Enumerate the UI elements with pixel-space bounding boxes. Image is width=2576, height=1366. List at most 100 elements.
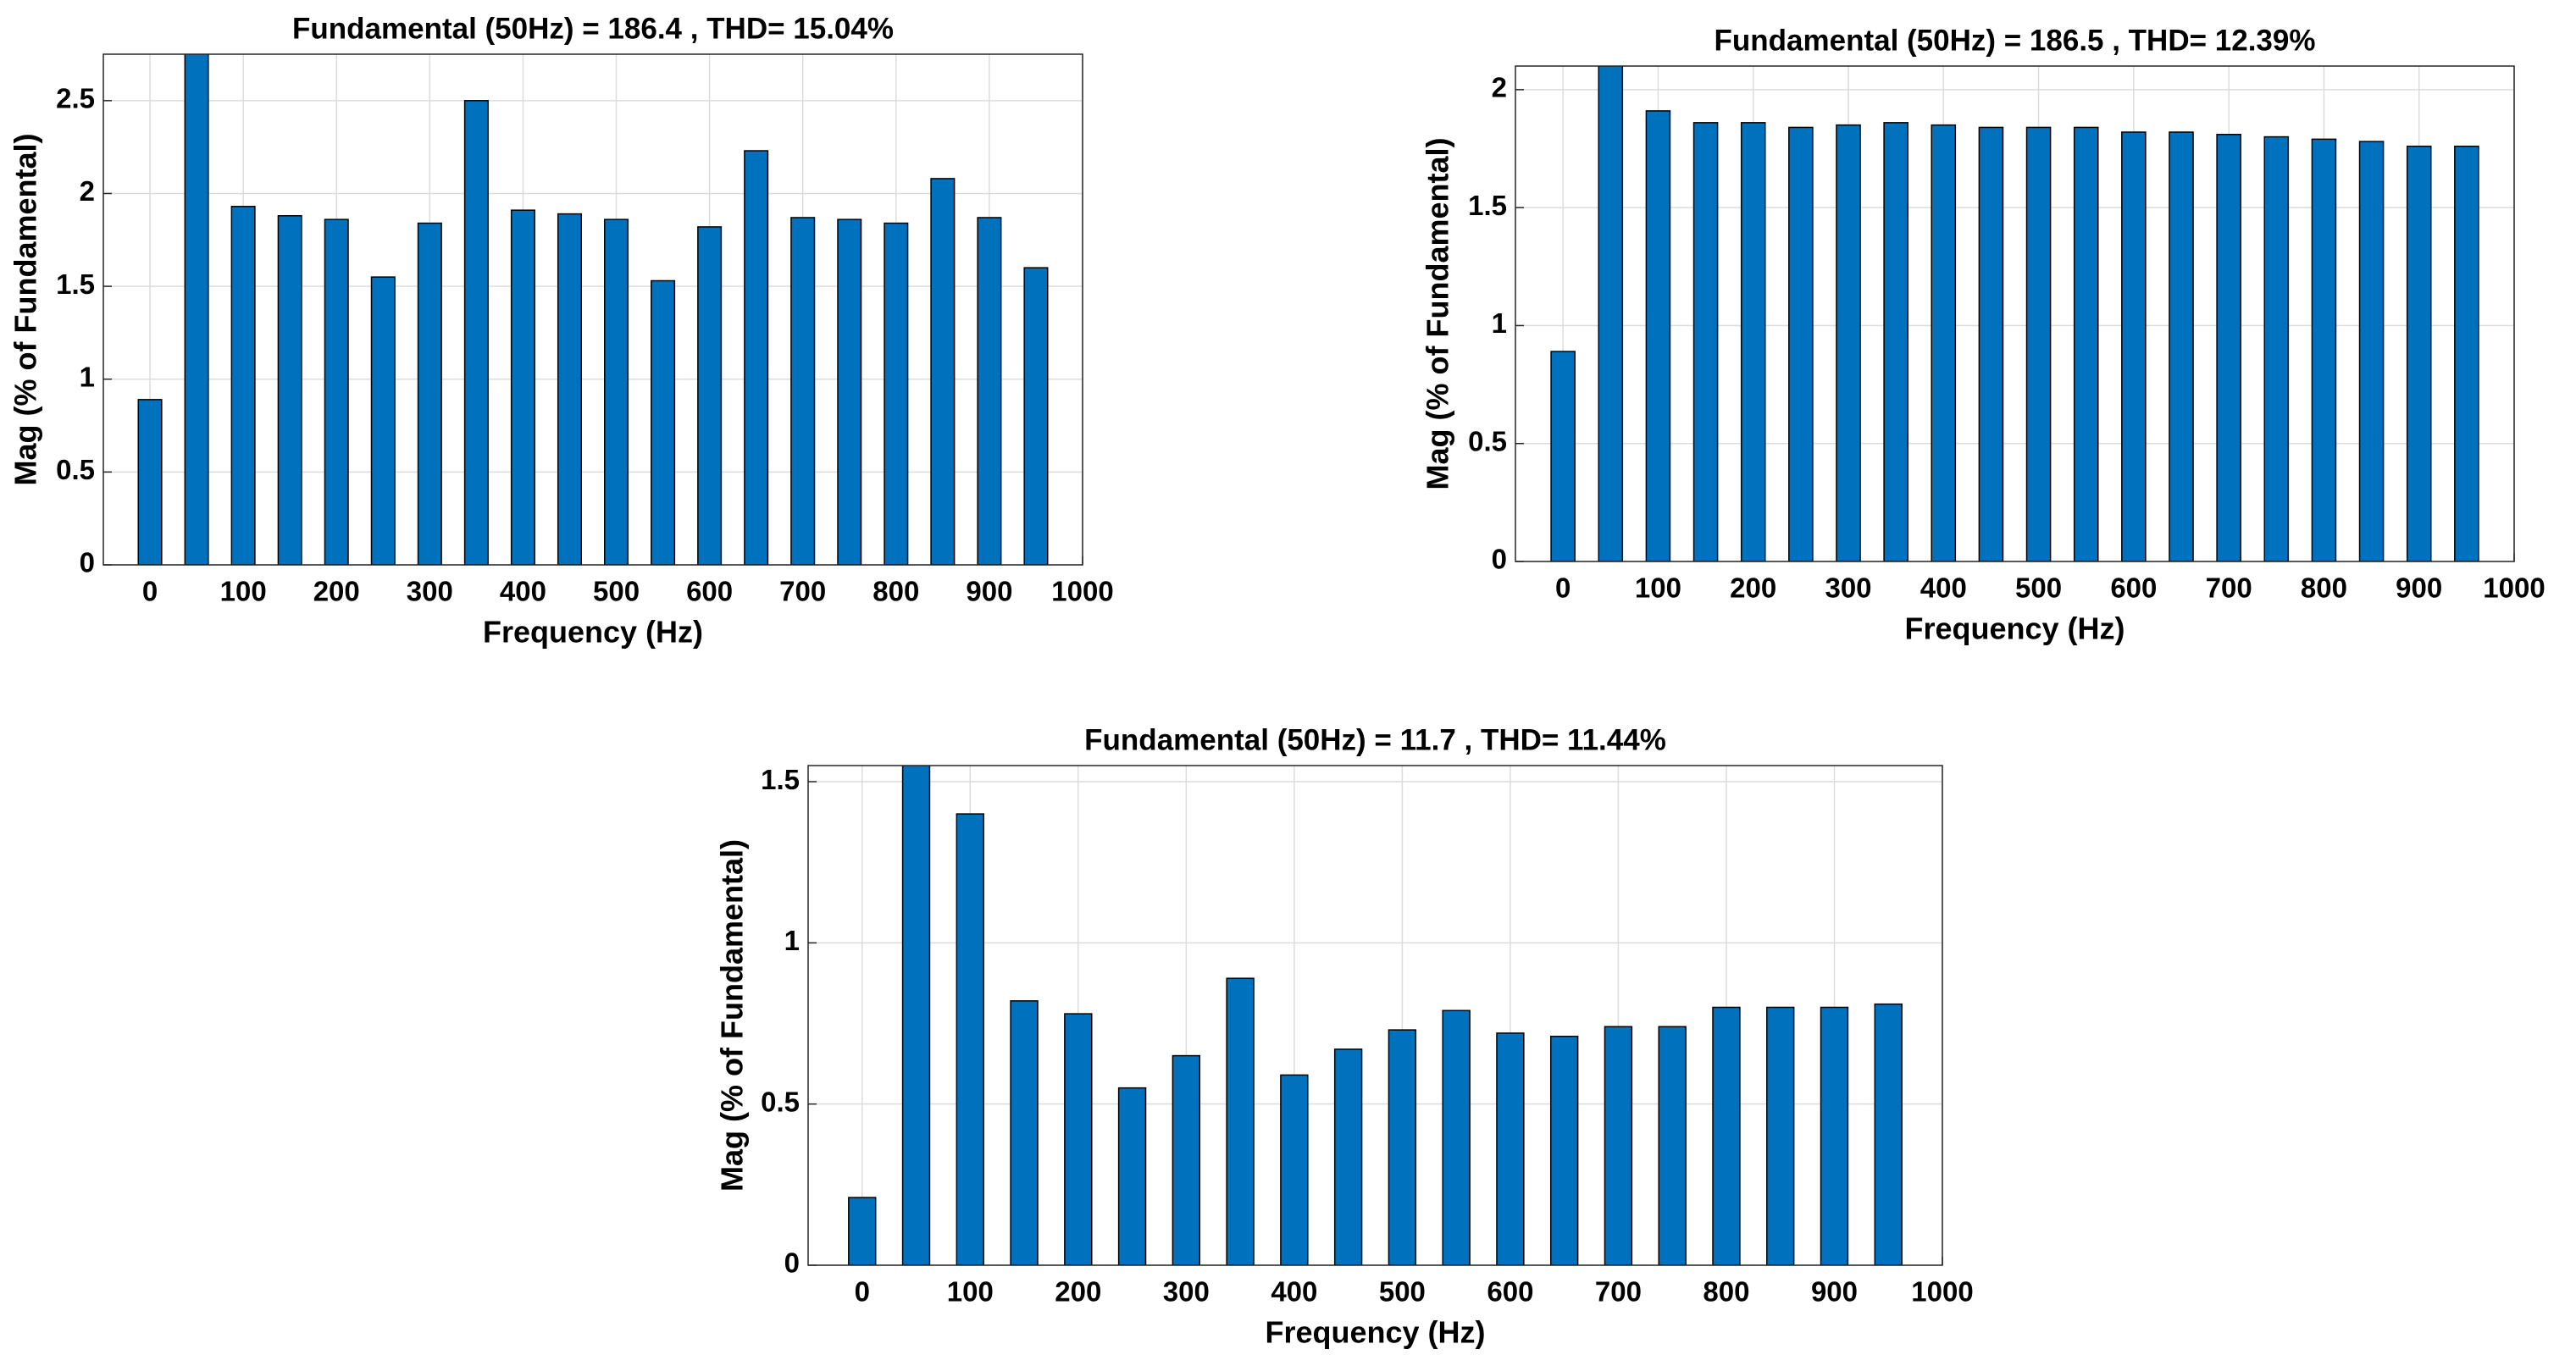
x-tick-label: 500 [1379, 1276, 1426, 1308]
x-tick-label: 500 [2015, 572, 2062, 604]
bar [1388, 1029, 1417, 1265]
bar [2358, 141, 2385, 561]
bar [744, 150, 769, 565]
x-tick-label: 1000 [1911, 1276, 1973, 1308]
x-tick-label: 400 [500, 576, 546, 607]
plot-area [103, 54, 1083, 565]
x-tick-label: 900 [2396, 572, 2442, 604]
y-tick-label: 2.5 [56, 83, 95, 114]
y-tick-label: 0.5 [56, 454, 95, 485]
x-tick-label: 0 [855, 1276, 870, 1308]
y-tick-label: 1.5 [1468, 190, 1507, 221]
bar [1692, 122, 1719, 561]
chart: 0 0.5 1 1.5 2 0 100 200 300 400 500 600 700 800 900 100… [1421, 24, 2546, 646]
bar [1280, 1074, 1309, 1265]
x-tick-label: 800 [1703, 1276, 1749, 1308]
bar [463, 100, 489, 565]
chart-title: Fundamental (50Hz) = 186.5 , THD= 12.39% [1715, 24, 2316, 57]
bar [604, 218, 629, 565]
bar [324, 218, 349, 565]
bar [184, 54, 209, 565]
y-tick-label: 1 [784, 925, 800, 956]
bar [1550, 351, 1576, 561]
y-axis-label: Mag (% of Fundamental) [8, 134, 43, 486]
bar [2025, 126, 2052, 561]
x-tick-label: 400 [1271, 1276, 1317, 1308]
x-tick-label: 700 [1595, 1276, 1642, 1308]
bar [651, 279, 676, 565]
bar [1874, 1003, 1903, 1265]
bar [977, 217, 1002, 565]
bar [510, 209, 535, 565]
bar [1740, 122, 1766, 561]
bar [848, 1197, 877, 1265]
bar [230, 206, 256, 565]
y-axis-label: Mag (% of Fundamental) [1421, 138, 1455, 490]
chart-title: Fundamental (50Hz) = 186.4 , THD= 15.04% [292, 12, 894, 45]
x-tick-label: 300 [1825, 572, 1871, 604]
x-tick-label: 100 [947, 1276, 994, 1308]
bar [1442, 1009, 1471, 1265]
x-tick-label: 700 [779, 576, 826, 607]
x-tick-label: 900 [1811, 1276, 1858, 1308]
bar [884, 222, 909, 565]
chart: 0 0.5 1 1.5 2 2.5 0 100 200 300 400 500 600 700 800 900… [8, 12, 1114, 650]
x-tick-label: 600 [1487, 1276, 1533, 1308]
y-tick-label: 2 [1492, 72, 1507, 103]
x-tick-label: 900 [966, 576, 1012, 607]
x-tick-label: 400 [1920, 572, 1967, 604]
x-tick-label: 100 [1635, 572, 1681, 604]
bar [930, 178, 956, 565]
bar [2121, 131, 2147, 561]
bar [2073, 126, 2099, 561]
y-tick-label: 0 [80, 547, 95, 578]
y-tick-label: 0 [1492, 544, 1507, 575]
chart-title: Fundamental (50Hz) = 11.7 , THD= 11.44% [1084, 723, 1666, 756]
y-tick-label: 0 [784, 1247, 800, 1279]
bar [2216, 134, 2241, 561]
bar [2263, 135, 2290, 561]
bar [1010, 1000, 1039, 1265]
bar [2311, 138, 2337, 561]
bar [557, 213, 582, 565]
x-axis-label: Frequency (Hz) [1265, 1315, 1485, 1350]
bar [1712, 1006, 1741, 1265]
bar [1172, 1054, 1201, 1265]
bar [1549, 1035, 1579, 1265]
x-tick-label: 0 [1555, 572, 1571, 604]
x-tick-label: 600 [686, 576, 733, 607]
y-tick-label: 0.5 [761, 1086, 800, 1117]
x-tick-label: 800 [2301, 572, 2347, 604]
bar [837, 218, 862, 565]
x-tick-label: 300 [1163, 1276, 1210, 1308]
bar [790, 217, 816, 565]
bars [137, 54, 1049, 565]
x-axis-label: Frequency (Hz) [483, 615, 703, 650]
x-tick-label: 500 [593, 576, 640, 607]
bar [1658, 1026, 1687, 1265]
x-tick-label: 1000 [2483, 572, 2545, 604]
x-tick-label: 200 [1055, 1276, 1101, 1308]
bar [1333, 1048, 1363, 1265]
bar [1836, 124, 1861, 561]
x-axis-label: Frequency (Hz) [1904, 611, 2125, 646]
y-tick-label: 1.5 [761, 764, 800, 795]
x-tick-label: 200 [313, 576, 360, 607]
bar [417, 222, 442, 565]
y-tick-label: 0.5 [1468, 425, 1507, 456]
bar [2169, 131, 2194, 561]
bar [1604, 1026, 1633, 1265]
axes-box [102, 53, 1083, 566]
x-tick-label: 200 [1730, 572, 1776, 604]
bar [1931, 124, 1957, 561]
bar [2454, 145, 2479, 561]
bar [277, 215, 302, 565]
bar [2406, 145, 2432, 561]
axes-box [1515, 65, 2515, 562]
plot-area [1515, 66, 2514, 561]
bar [956, 813, 984, 1265]
bar [1023, 267, 1049, 565]
axes-box [807, 765, 1943, 1266]
bar [1645, 110, 1671, 561]
